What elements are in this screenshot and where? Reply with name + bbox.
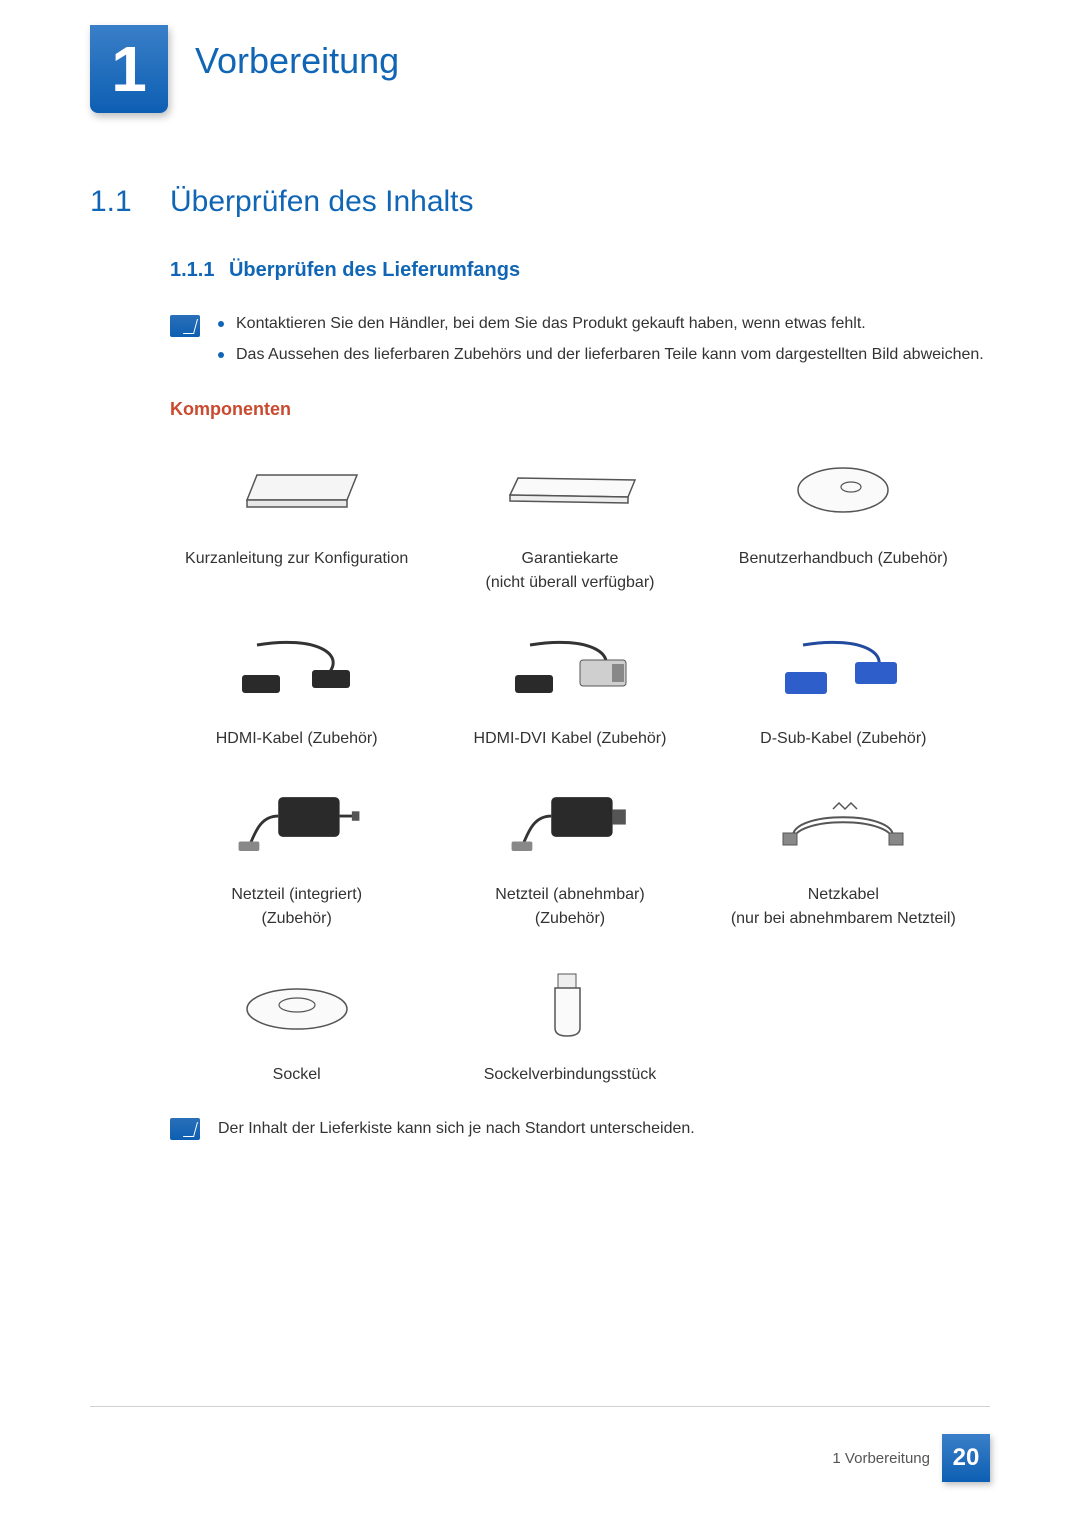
footer-label: 1 Vorbereitung: [832, 1450, 930, 1467]
caption-line1: Sockel: [273, 1066, 321, 1083]
caption-line1: Garantiekarte: [522, 550, 619, 567]
component-illustration: [717, 781, 970, 871]
component-cell: Netzteil (integriert) (Zubehör): [170, 781, 423, 931]
page-content: 1.1 Überprüfen des Inhalts 1.1.1 Überprü…: [90, 185, 990, 1166]
component-caption: Sockel: [170, 1063, 423, 1087]
caption-line2: (Zubehör): [443, 907, 696, 931]
component-illustration: [443, 781, 696, 871]
caption-line1: Netzkabel: [808, 886, 879, 903]
note-icon: [170, 1118, 200, 1140]
component-caption: Netzkabel (nur bei abnehmbarem Netzteil): [717, 883, 970, 931]
component-cell: Benutzerhandbuch (Zubehör): [717, 445, 970, 595]
page-footer: 1 Vorbereitung 20: [832, 1434, 990, 1482]
caption-line1: Kurzanleitung zur Konfiguration: [185, 550, 408, 567]
section-title: Überprüfen des Inhalts: [170, 185, 474, 219]
note-block-top: Kontaktieren Sie den Händler, bei dem Si…: [170, 312, 990, 374]
component-cell: Sockel: [170, 961, 423, 1087]
component-cell: Netzteil (abnehmbar) (Zubehör): [443, 781, 696, 931]
component-caption: Benutzerhandbuch (Zubehör): [717, 547, 970, 571]
components-heading: Komponenten: [170, 399, 990, 420]
chapter-title: Vorbereitung: [195, 40, 399, 82]
caption-line1: Netzteil (abnehmbar): [495, 886, 644, 903]
component-illustration: [170, 625, 423, 715]
footer-page-badge: 20: [942, 1434, 990, 1482]
component-cell: D-Sub-Kabel (Zubehör): [717, 625, 970, 751]
section-number: 1.1: [90, 185, 170, 219]
caption-line2: (Zubehör): [170, 907, 423, 931]
component-cell-empty: [717, 961, 970, 1087]
component-illustration: [170, 961, 423, 1051]
component-cell: Netzkabel (nur bei abnehmbarem Netzteil): [717, 781, 970, 931]
note-item: Das Aussehen des lieferbaren Zubehörs un…: [218, 343, 990, 368]
component-caption: HDMI-DVI Kabel (Zubehör): [443, 727, 696, 751]
component-cell: HDMI-Kabel (Zubehör): [170, 625, 423, 751]
component-cell: Sockelverbindungsstück: [443, 961, 696, 1087]
caption-line1: D-Sub-Kabel (Zubehör): [760, 730, 926, 747]
caption-line1: Benutzerhandbuch (Zubehör): [739, 550, 948, 567]
component-caption: HDMI-Kabel (Zubehör): [170, 727, 423, 751]
chapter-number: 1: [111, 37, 147, 101]
component-illustration: [443, 445, 696, 535]
caption-line1: Sockelverbindungsstück: [484, 1066, 657, 1083]
note-block-bottom: Der Inhalt der Lieferkiste kann sich je …: [170, 1115, 990, 1142]
component-caption: Sockelverbindungsstück: [443, 1063, 696, 1087]
caption-line1: Netzteil (integriert): [231, 886, 362, 903]
caption-line1: HDMI-Kabel (Zubehör): [216, 730, 378, 747]
component-illustration: [717, 445, 970, 535]
subsection-number: 1.1.1: [170, 259, 214, 281]
component-cell: Kurzanleitung zur Konfiguration: [170, 445, 423, 595]
footer-page-number: 20: [953, 1444, 980, 1472]
component-caption: Garantiekarte (nicht überall verfügbar): [443, 547, 696, 595]
subsection-title: Überprüfen des Lieferumfangs: [229, 259, 520, 281]
caption-line1: HDMI-DVI Kabel (Zubehör): [474, 730, 667, 747]
caption-line2: (nur bei abnehmbarem Netzteil): [717, 907, 970, 931]
note-item: Kontaktieren Sie den Händler, bei dem Si…: [218, 312, 990, 337]
component-illustration: [717, 625, 970, 715]
component-caption: Netzteil (integriert) (Zubehör): [170, 883, 423, 931]
component-cell: Garantiekarte (nicht überall verfügbar): [443, 445, 696, 595]
caption-line2: (nicht überall verfügbar): [443, 571, 696, 595]
component-illustration: [170, 781, 423, 871]
note-text: Der Inhalt der Lieferkiste kann sich je …: [218, 1115, 990, 1142]
component-illustration: [443, 625, 696, 715]
component-illustration: [170, 445, 423, 535]
note-icon: [170, 315, 200, 337]
note-list: Kontaktieren Sie den Händler, bei dem Si…: [218, 312, 990, 374]
component-caption: D-Sub-Kabel (Zubehör): [717, 727, 970, 751]
component-caption: Netzteil (abnehmbar) (Zubehör): [443, 883, 696, 931]
footer-rule: [90, 1406, 990, 1407]
section-heading: 1.1 Überprüfen des Inhalts: [90, 185, 990, 219]
component-caption: Kurzanleitung zur Konfiguration: [170, 547, 423, 571]
chapter-tab: 1: [90, 25, 168, 113]
component-cell: HDMI-DVI Kabel (Zubehör): [443, 625, 696, 751]
subsection-heading: 1.1.1 Überprüfen des Lieferumfangs: [170, 259, 990, 282]
component-illustration: [443, 961, 696, 1051]
components-grid: Kurzanleitung zur Konfiguration Garantie…: [170, 445, 970, 1087]
